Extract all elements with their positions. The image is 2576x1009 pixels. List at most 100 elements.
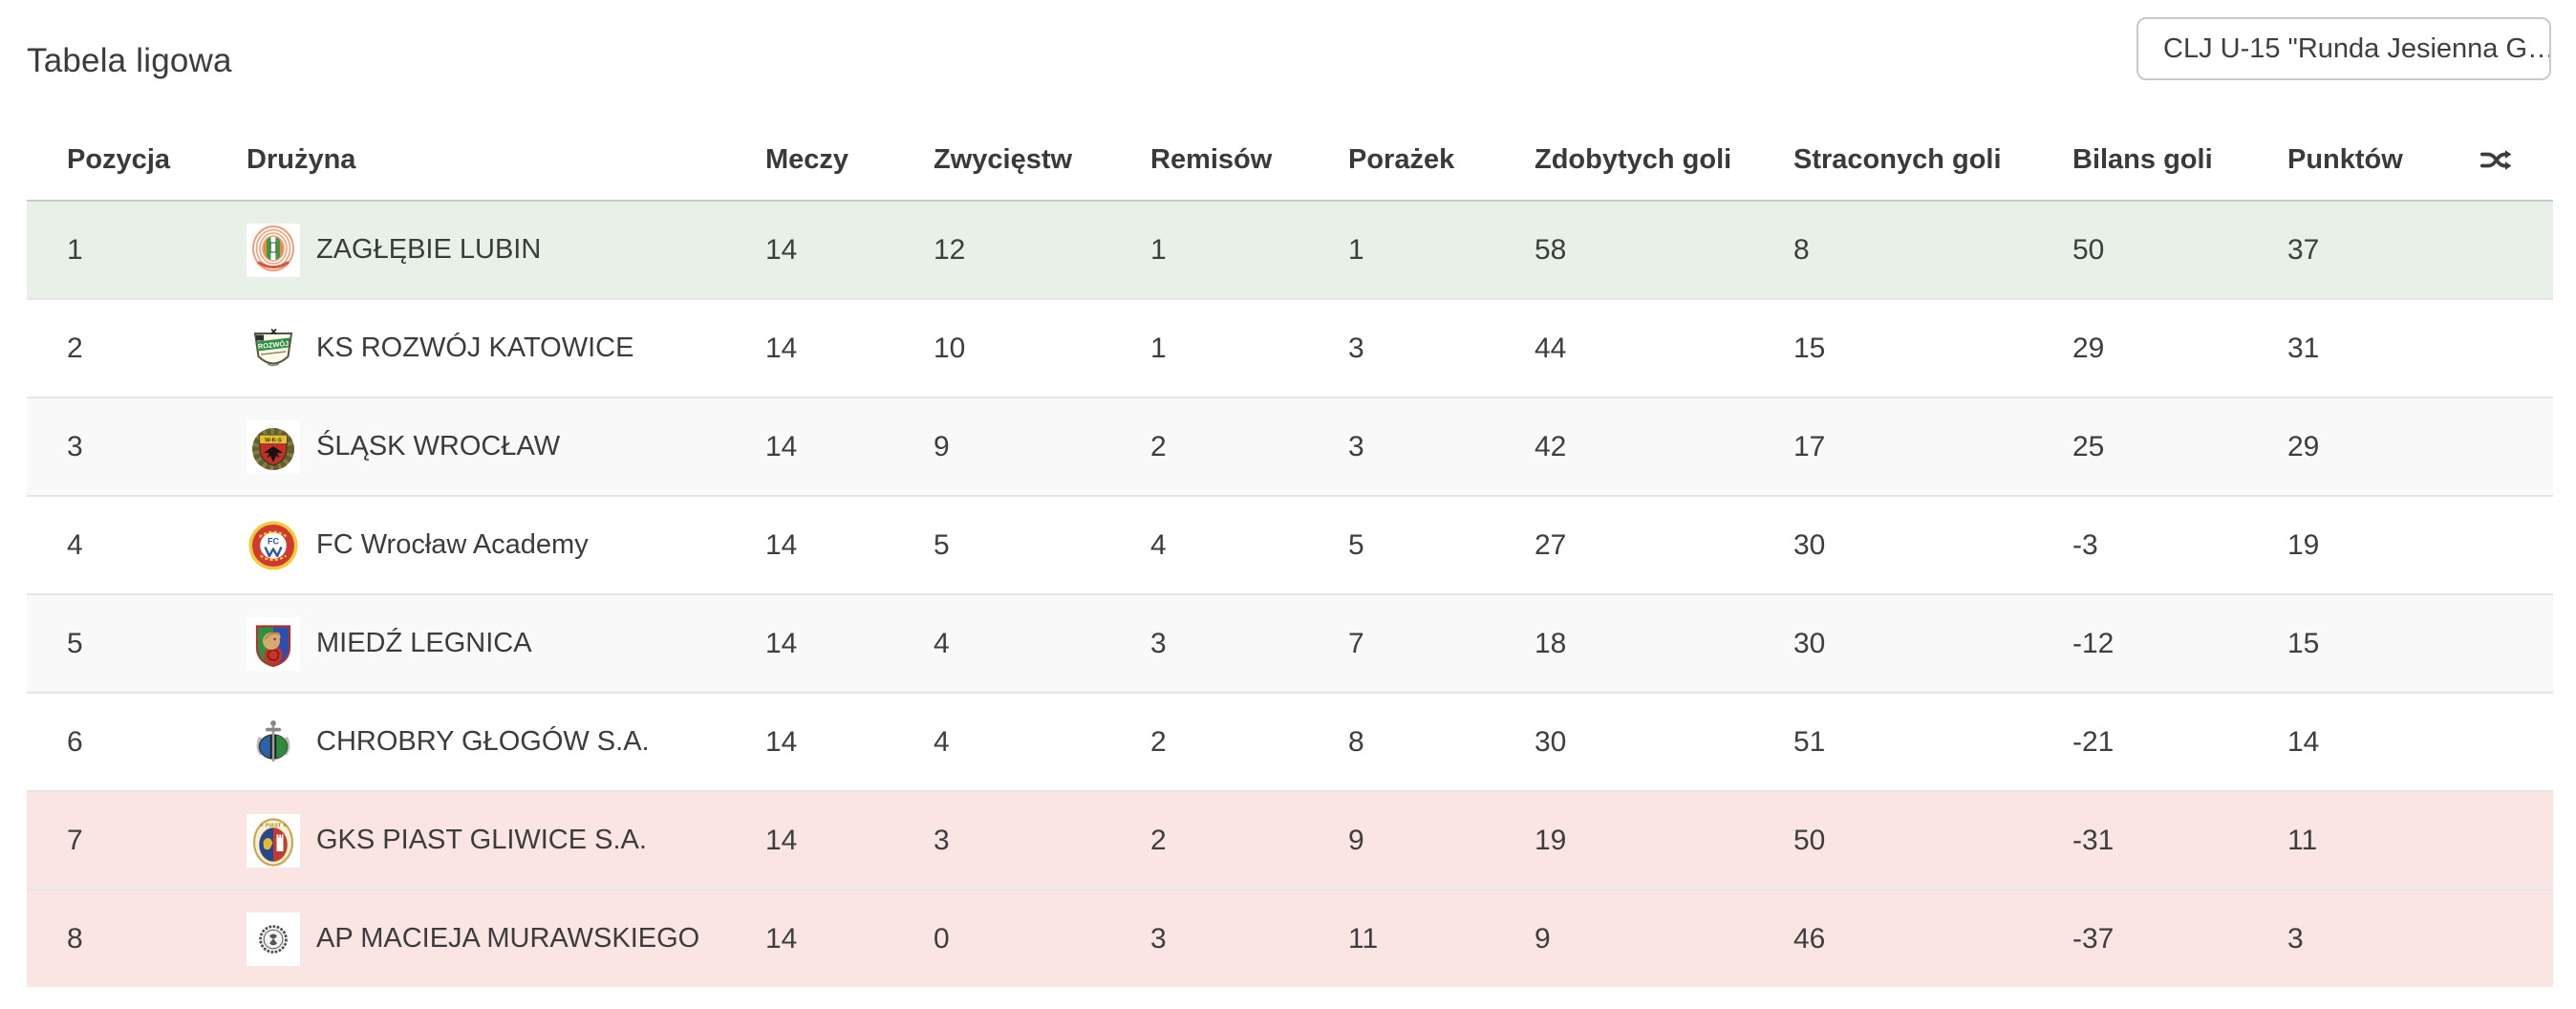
league-table: Pozycja Drużyna Meczy Zwycięstw Remisów Poraż… <box>27 120 2553 987</box>
page-title: Tabela ligowa <box>27 42 232 79</box>
team-cell: CHROBRY GŁOGÓW S.A. <box>247 715 765 769</box>
position-cell: 1 <box>67 233 83 266</box>
wins-cell: 12 <box>934 233 966 266</box>
team-row[interactable]: 3 W-K-S ŚLĄSK WROCŁAW 14 9 2 3 42 17 25 29 <box>27 397 2553 495</box>
wins-cell: 0 <box>934 922 950 955</box>
svg-text:✦ PIAST ✦: ✦ PIAST ✦ <box>260 822 288 828</box>
goal-balance-cell: -37 <box>2072 922 2114 955</box>
team-name: MIEDŹ LEGNICA <box>316 628 532 658</box>
goals-for-cell: 9 <box>1535 922 1551 955</box>
draws-cell: 1 <box>1150 332 1167 364</box>
team-name: ŚLĄSK WROCŁAW <box>316 431 561 462</box>
losses-cell: 9 <box>1348 824 1364 856</box>
points-cell: 14 <box>2287 725 2320 758</box>
wins-cell: 4 <box>934 627 950 659</box>
points-cell: 19 <box>2287 528 2320 561</box>
team-cell: FC FC Wrocław Academy <box>247 518 765 572</box>
goals-for-cell: 27 <box>1535 528 1567 561</box>
column-header-position: Pozycja <box>67 144 170 175</box>
svg-text:FC: FC <box>268 536 279 546</box>
losses-cell: 8 <box>1348 725 1364 758</box>
goals-against-cell: 51 <box>1793 725 1826 758</box>
goals-for-cell: 18 <box>1535 627 1567 659</box>
wins-cell: 10 <box>934 332 966 364</box>
table-header-row: Pozycja Drużyna Meczy Zwycięstw Remisów Poraż… <box>27 120 2553 200</box>
draws-cell: 3 <box>1150 922 1167 955</box>
losses-cell: 11 <box>1348 922 1379 955</box>
column-header-matches: Meczy <box>765 144 849 175</box>
goals-against-cell: 50 <box>1793 824 1826 856</box>
matches-cell: 14 <box>765 233 798 266</box>
wins-cell: 4 <box>934 725 950 758</box>
team-cell: W-K-S ŚLĄSK WROCŁAW <box>247 419 765 474</box>
team-cell: ✦ PIAST ✦ GKS PIAST GLIWICE S.A. <box>247 813 765 868</box>
column-header-goal_balance: Bilans goli <box>2072 144 2213 175</box>
points-cell: 11 <box>2287 824 2318 856</box>
team-row[interactable]: 1 ZAGŁĘBIE LUBIN 14 12 1 1 58 8 50 37 <box>27 200 2553 298</box>
matches-cell: 14 <box>765 725 798 758</box>
goal-balance-cell: 29 <box>2072 332 2105 364</box>
points-cell: 3 <box>2287 922 2304 955</box>
team-cell: ZAGŁĘBIE LUBIN <box>247 223 765 277</box>
goal-balance-cell: 50 <box>2072 233 2105 266</box>
goal-balance-cell: -12 <box>2072 627 2114 659</box>
goals-for-cell: 58 <box>1535 233 1567 266</box>
team-row[interactable]: 4 FC FC Wrocław Academy 14 5 4 5 27 30 -3 19 <box>27 495 2553 593</box>
matches-cell: 14 <box>765 332 798 364</box>
team-row[interactable]: 6 CHROBRY GŁOGÓW S.A. 14 4 2 8 30 51 -21 14 <box>27 692 2553 790</box>
column-header-points: Punktów <box>2287 144 2403 175</box>
team-row[interactable]: 2 ROZWÓJ KS ROZWÓJ KATOWICE 14 10 1 3 44 15 29 31 <box>27 298 2553 397</box>
losses-cell: 7 <box>1348 627 1364 659</box>
position-cell: 2 <box>67 332 83 364</box>
points-cell: 15 <box>2287 627 2320 659</box>
team-row[interactable]: 7 ✦ PIAST ✦ GKS PIAST GLIWICE S.A. 14 3 2 9 19 5… <box>27 790 2553 889</box>
points-cell: 31 <box>2287 332 2320 364</box>
goal-balance-cell: -31 <box>2072 824 2114 856</box>
svg-text:W-K-S: W-K-S <box>265 438 282 443</box>
losses-cell: 5 <box>1348 528 1364 561</box>
column-header-wins: Zwycięstw <box>934 144 1073 175</box>
wins-cell: 3 <box>934 824 950 856</box>
draws-cell: 4 <box>1150 528 1167 561</box>
losses-cell: 3 <box>1348 430 1364 462</box>
points-cell: 29 <box>2287 430 2320 462</box>
losses-cell: 3 <box>1348 332 1364 364</box>
goal-balance-cell: -3 <box>2072 528 2098 561</box>
team-row[interactable]: 8 AP MACIEJA MURAWSKIEGO 14 0 3 11 9 46 -37 3 <box>27 889 2553 987</box>
column-header-losses: Porażek <box>1348 144 1455 175</box>
position-cell: 3 <box>67 430 83 462</box>
svg-text:ROZWÓJ: ROZWÓJ <box>257 338 289 350</box>
goals-against-cell: 8 <box>1793 233 1810 266</box>
goals-against-cell: 15 <box>1793 332 1826 364</box>
position-cell: 6 <box>67 725 83 758</box>
matches-cell: 14 <box>765 528 798 561</box>
goals-against-cell: 46 <box>1793 922 1826 955</box>
column-header-goals_against: Straconych goli <box>1793 144 2002 175</box>
draws-cell: 2 <box>1150 824 1167 856</box>
team-cell: AP MACIEJA MURAWSKIEGO <box>247 912 765 966</box>
matches-cell: 14 <box>765 922 798 955</box>
wins-cell: 5 <box>934 528 950 561</box>
position-cell: 7 <box>67 824 83 856</box>
draws-cell: 2 <box>1150 725 1167 758</box>
column-header-team: Drużyna <box>247 144 356 175</box>
team-name: FC Wrocław Academy <box>316 529 589 560</box>
shuffle-icon[interactable] <box>2479 143 2553 177</box>
ks-rozwoj-katowice-crest: ROZWÓJ <box>247 321 300 376</box>
team-name: KS ROZWÓJ KATOWICE <box>316 333 634 363</box>
goals-against-cell: 17 <box>1793 430 1826 462</box>
table-body: 1 ZAGŁĘBIE LUBIN 14 12 1 1 58 8 50 37 2 ROZWÓJ KS RO… <box>27 200 2553 987</box>
team-cell: ROZWÓJ KS ROZWÓJ KATOWICE <box>247 321 765 376</box>
team-cell: MIEDŹ LEGNICA <box>247 616 765 671</box>
goal-balance-cell: 25 <box>2072 430 2105 462</box>
draws-cell: 1 <box>1150 233 1167 266</box>
goals-against-cell: 30 <box>1793 627 1826 659</box>
draws-cell: 2 <box>1150 430 1167 462</box>
widget-topbar: Tabela ligowa CLJ U-15 "Runda Jesienna G… <box>0 0 2576 120</box>
goals-for-cell: 30 <box>1535 725 1567 758</box>
season-select[interactable]: CLJ U-15 "Runda Jesienna G… <box>2136 17 2551 80</box>
position-cell: 5 <box>67 627 83 659</box>
team-row[interactable]: 5 MIEDŹ LEGNICA 14 4 3 7 18 30 -12 15 <box>27 593 2553 692</box>
team-name: GKS PIAST GLIWICE S.A. <box>316 825 647 855</box>
season-select-value: CLJ U-15 "Runda Jesienna G… <box>2163 32 2551 64</box>
